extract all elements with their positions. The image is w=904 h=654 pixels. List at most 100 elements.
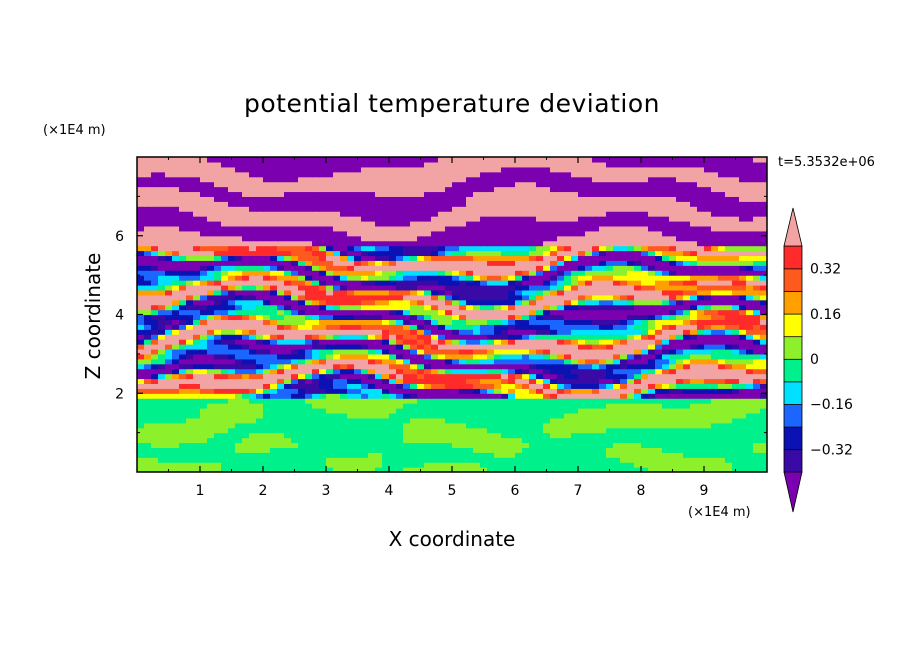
heatmap-cell bbox=[662, 457, 670, 463]
heatmap-cell bbox=[753, 467, 761, 472]
heatmap-cell bbox=[480, 398, 488, 404]
heatmap-cell bbox=[557, 201, 565, 207]
heatmap-cell bbox=[571, 467, 579, 472]
heatmap-cell bbox=[459, 220, 467, 227]
heatmap-cell bbox=[158, 225, 166, 232]
heatmap-cell bbox=[585, 255, 593, 261]
heatmap-cell bbox=[529, 462, 537, 468]
heatmap-cell bbox=[564, 265, 572, 271]
heatmap-cell bbox=[697, 422, 705, 429]
heatmap-cell bbox=[529, 383, 537, 389]
heatmap-cell bbox=[228, 348, 236, 355]
heatmap-cell bbox=[592, 417, 600, 424]
heatmap-cell bbox=[312, 462, 320, 468]
heatmap-cell bbox=[466, 289, 474, 296]
heatmap-cell bbox=[221, 462, 229, 468]
heatmap-cell bbox=[606, 393, 614, 399]
heatmap-cell bbox=[753, 211, 761, 217]
heatmap-cell bbox=[655, 216, 663, 222]
heatmap-cell bbox=[235, 452, 243, 458]
heatmap-cell bbox=[746, 422, 754, 429]
heatmap-cell bbox=[592, 201, 600, 207]
heatmap-cell bbox=[396, 265, 404, 271]
heatmap-cell bbox=[620, 408, 628, 414]
heatmap-cell bbox=[207, 201, 215, 207]
heatmap-cell bbox=[578, 299, 586, 306]
heatmap-cell bbox=[459, 353, 467, 360]
heatmap-cell bbox=[375, 304, 383, 311]
heatmap-cell bbox=[501, 220, 509, 227]
heatmap-cell bbox=[172, 270, 180, 276]
heatmap-cell bbox=[242, 462, 250, 468]
heatmap-cell bbox=[186, 220, 194, 227]
heatmap-cell bbox=[151, 304, 159, 311]
heatmap-cell bbox=[480, 265, 488, 271]
heatmap-cell bbox=[585, 388, 593, 394]
heatmap-cell bbox=[599, 275, 607, 281]
heatmap-cell bbox=[732, 309, 740, 316]
heatmap-cell bbox=[585, 250, 593, 257]
heatmap-cell bbox=[389, 280, 397, 286]
heatmap-cell bbox=[410, 240, 418, 247]
heatmap-cell bbox=[326, 437, 334, 444]
heatmap-cell bbox=[200, 457, 208, 463]
heatmap-cell bbox=[732, 393, 740, 399]
heatmap-cell bbox=[298, 383, 306, 389]
heatmap-cell bbox=[543, 260, 551, 266]
heatmap-cell bbox=[445, 368, 453, 375]
heatmap-cell bbox=[550, 388, 558, 394]
heatmap-cell bbox=[501, 457, 509, 463]
heatmap-cell bbox=[725, 270, 733, 276]
heatmap-cell bbox=[144, 230, 152, 237]
heatmap-cell bbox=[445, 245, 453, 252]
heatmap-cell bbox=[179, 314, 187, 321]
heatmap-cell bbox=[613, 235, 621, 242]
heatmap-cell bbox=[473, 417, 481, 424]
heatmap-cell bbox=[277, 417, 285, 424]
heatmap-cell bbox=[480, 358, 488, 365]
heatmap-cell bbox=[655, 462, 663, 468]
heatmap-cell bbox=[403, 319, 411, 325]
heatmap-cell bbox=[634, 447, 642, 453]
heatmap-cell bbox=[158, 447, 166, 453]
heatmap-cell bbox=[466, 275, 474, 281]
heatmap-cell bbox=[564, 319, 572, 325]
heatmap-cell bbox=[186, 235, 194, 242]
heatmap-cell bbox=[690, 432, 698, 439]
heatmap-cell bbox=[445, 358, 453, 365]
heatmap-cell bbox=[298, 412, 306, 419]
heatmap-cell bbox=[760, 260, 767, 266]
heatmap-cell bbox=[522, 457, 530, 463]
heatmap-cell bbox=[452, 457, 460, 463]
heatmap-cell bbox=[410, 275, 418, 281]
heatmap-cell bbox=[396, 329, 404, 335]
heatmap-cell bbox=[487, 294, 495, 301]
heatmap-cell bbox=[354, 324, 362, 330]
heatmap-cell bbox=[522, 201, 530, 207]
heatmap-cell bbox=[249, 270, 257, 276]
heatmap-cell bbox=[172, 275, 180, 281]
heatmap-cell bbox=[564, 432, 572, 439]
heatmap-cell bbox=[172, 442, 180, 448]
heatmap-cell bbox=[403, 452, 411, 458]
heatmap-cell bbox=[221, 403, 229, 409]
heatmap-cell bbox=[438, 270, 446, 276]
heatmap-cell bbox=[592, 319, 600, 325]
heatmap-cell bbox=[368, 432, 376, 439]
heatmap-cell bbox=[389, 388, 397, 394]
heatmap-cell bbox=[676, 457, 684, 463]
heatmap-cell bbox=[298, 388, 306, 394]
heatmap-cell bbox=[340, 412, 348, 419]
heatmap-cell bbox=[263, 393, 271, 399]
heatmap-cell bbox=[291, 353, 299, 360]
heatmap-cell bbox=[375, 388, 383, 394]
heatmap-cell bbox=[256, 388, 264, 394]
heatmap-cell bbox=[424, 265, 432, 271]
heatmap-cell bbox=[235, 422, 243, 429]
heatmap-cell bbox=[494, 378, 502, 384]
heatmap-cell bbox=[452, 250, 460, 257]
heatmap-cell bbox=[263, 373, 271, 380]
heatmap-cell bbox=[515, 398, 523, 404]
heatmap-cell bbox=[536, 422, 544, 429]
heatmap-cell bbox=[613, 408, 621, 414]
